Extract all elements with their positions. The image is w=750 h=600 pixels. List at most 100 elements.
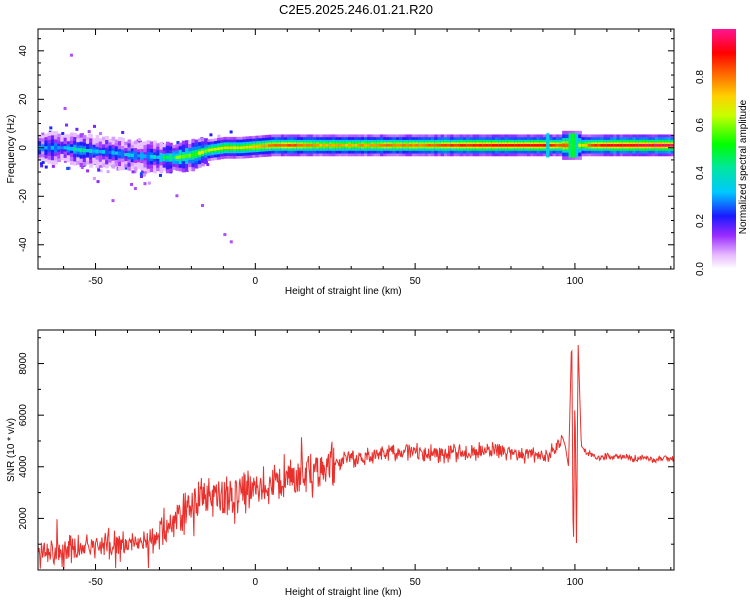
heatmap-cell bbox=[133, 153, 138, 158]
heatmap-cell bbox=[664, 144, 669, 147]
heatmap-cell-scatter bbox=[206, 163, 210, 167]
heatmap-cell bbox=[95, 149, 100, 154]
heatmap-cell bbox=[415, 144, 419, 147]
heatmap-cell-outlier bbox=[175, 194, 179, 198]
heatmap-cell bbox=[389, 144, 394, 147]
heatmap-cell bbox=[92, 149, 97, 153]
heatmap-cell-scatter bbox=[63, 159, 67, 163]
heatmap-cell bbox=[348, 144, 352, 147]
heatmap-cell bbox=[296, 144, 301, 147]
y-tick-label: 4000 bbox=[18, 455, 29, 478]
heatmap-cell bbox=[530, 144, 534, 147]
heatmap-cell bbox=[50, 145, 55, 150]
heatmap-cell-outlier bbox=[63, 107, 67, 110]
heatmap-cell bbox=[629, 144, 634, 147]
heatmap-cell bbox=[223, 146, 228, 150]
heatmap-cell-scatter bbox=[40, 164, 44, 168]
heatmap-cell bbox=[290, 144, 295, 147]
heatmap-cell bbox=[565, 143, 570, 148]
heatmap-cell bbox=[533, 144, 538, 147]
heatmap-cell bbox=[146, 154, 151, 159]
heatmap-cell-scatter bbox=[139, 175, 143, 179]
heatmap-cell bbox=[111, 150, 116, 155]
heatmap-cell bbox=[459, 144, 464, 147]
heatmap-cell bbox=[411, 144, 416, 147]
heatmap-cell bbox=[188, 153, 193, 158]
heatmap-cell bbox=[127, 153, 132, 157]
heatmap-cell-scatter bbox=[158, 173, 162, 177]
heatmap-cell bbox=[232, 146, 237, 150]
heatmap-cell-scatter bbox=[131, 170, 135, 174]
heatmap-cell bbox=[363, 144, 368, 147]
heatmap-cell bbox=[635, 144, 640, 147]
heatmap-cell bbox=[402, 144, 407, 147]
heatmap-cell bbox=[181, 154, 186, 159]
heatmap-cell bbox=[274, 144, 279, 147]
heatmap-cell bbox=[600, 144, 605, 147]
heatmap-cell bbox=[670, 144, 674, 147]
heatmap-cell bbox=[370, 144, 375, 147]
heatmap-cell-scatter bbox=[136, 139, 140, 143]
heatmap-cell bbox=[248, 145, 253, 149]
x-axis-label: Height of straight line (km) bbox=[285, 587, 402, 598]
heatmap-cell bbox=[185, 154, 189, 158]
heatmap-cell bbox=[674, 142, 678, 148]
heatmap-cell bbox=[175, 155, 180, 160]
heatmap-cell-scatter bbox=[124, 166, 128, 170]
heatmap-cell bbox=[418, 144, 423, 147]
heatmap-cell bbox=[456, 144, 461, 147]
x-tick-label: 100 bbox=[567, 577, 584, 588]
heatmap-cell bbox=[53, 145, 58, 150]
heatmap-cell-spike bbox=[568, 133, 572, 158]
heatmap-cell bbox=[648, 144, 653, 147]
heatmap-cell bbox=[261, 144, 266, 148]
heatmap-cell bbox=[316, 144, 320, 147]
heatmap-cell-scatter bbox=[133, 170, 137, 174]
heatmap-cell bbox=[373, 144, 378, 147]
heatmap-cell bbox=[60, 146, 65, 150]
heatmap-cell bbox=[338, 144, 343, 147]
heatmap-cell bbox=[638, 144, 643, 147]
heatmap-cell bbox=[651, 144, 656, 147]
heatmap-cell bbox=[482, 144, 487, 147]
heatmap-cell bbox=[469, 144, 474, 147]
figure-title: C2E5.2025.246.01.21.R20 bbox=[279, 2, 433, 17]
heatmap-cell bbox=[507, 144, 512, 147]
heatmap-cell bbox=[98, 150, 103, 154]
heatmap-cell bbox=[447, 144, 451, 147]
spectrogram-plot: -50 0 50 100 -40 -20 0 20 40 Height of straight l… bbox=[6, 28, 678, 297]
heatmap-cell bbox=[434, 144, 439, 147]
heatmap-cell bbox=[207, 148, 212, 152]
heatmap-cell-scatter bbox=[41, 132, 45, 136]
heatmap-cell bbox=[501, 144, 506, 147]
x-tick-label: -50 bbox=[88, 577, 103, 588]
heatmap-cell bbox=[603, 144, 608, 147]
heatmap-cell bbox=[85, 149, 90, 153]
heatmap-cell bbox=[344, 144, 349, 147]
heatmap-cell bbox=[584, 144, 589, 147]
heatmap-cell bbox=[156, 155, 161, 159]
heatmap-cell bbox=[626, 144, 630, 147]
heatmap-cell bbox=[69, 146, 74, 151]
heatmap-cell bbox=[306, 144, 311, 147]
heatmap-cell bbox=[514, 144, 518, 147]
heatmap-cell bbox=[124, 153, 129, 157]
heatmap-cell bbox=[287, 144, 292, 147]
heatmap-cell bbox=[200, 150, 205, 154]
heatmap-cell bbox=[667, 144, 672, 147]
heatmap-cell bbox=[322, 144, 327, 147]
heatmap-cell bbox=[453, 144, 458, 147]
x-tick-label: 0 bbox=[253, 577, 259, 588]
heatmap-cell-outlier bbox=[200, 203, 204, 207]
heatmap-cell bbox=[137, 154, 141, 158]
y-axis-label: Frequency (Hz) bbox=[6, 115, 17, 184]
heatmap-cell bbox=[216, 147, 221, 151]
heatmap-cell-scatter bbox=[86, 169, 90, 173]
heatmap-cell-scatter bbox=[92, 176, 96, 180]
heatmap-cell bbox=[280, 144, 285, 147]
heatmap-cell-scatter bbox=[66, 166, 70, 170]
heatmap-cell bbox=[392, 144, 397, 147]
heatmap-cell bbox=[268, 144, 272, 147]
x-axis-label: Height of straight line (km) bbox=[285, 286, 402, 297]
